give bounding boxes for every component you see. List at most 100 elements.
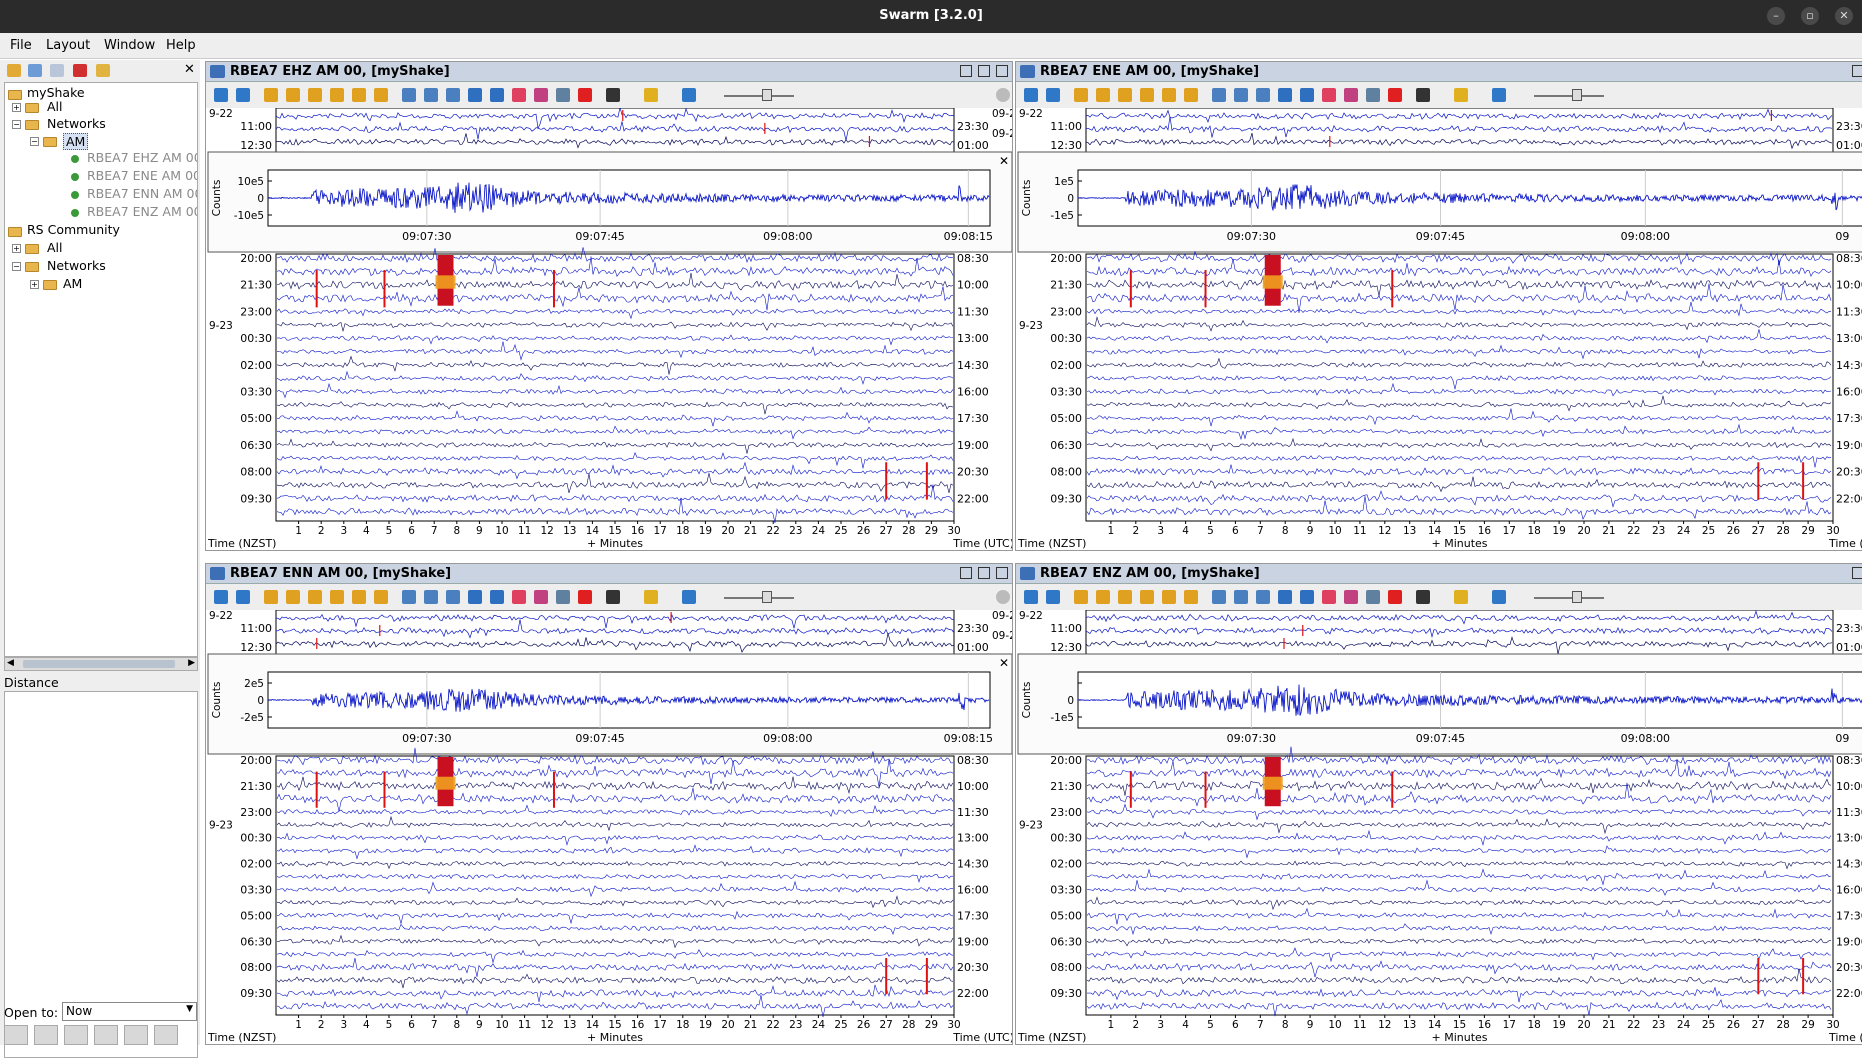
helicorder-icon[interactable]: [34, 1025, 58, 1045]
detach-icon[interactable]: [960, 567, 972, 579]
spectrogram-icon[interactable]: [512, 88, 526, 102]
expand-icon[interactable]: +: [30, 280, 39, 289]
expand-x-icon[interactable]: [330, 590, 344, 604]
panel-title-bar[interactable]: RBEA7 EHZ AM 00, [myShake]: [206, 62, 1012, 82]
maximize-panel-icon[interactable]: [978, 65, 990, 77]
expand-y-icon[interactable]: [374, 590, 388, 604]
clip-icon[interactable]: [446, 590, 460, 604]
copy-icon[interactable]: [236, 88, 250, 102]
expand-y-icon[interactable]: [1184, 590, 1198, 604]
tree-node-networks[interactable]: Networks: [47, 116, 106, 131]
panel-title-bar[interactable]: RBEA7 ENZ AM 00, [myShake]: [1016, 564, 1862, 584]
collapse-icon[interactable]: [50, 64, 64, 77]
zoom-in-icon[interactable]: [402, 88, 416, 102]
tree-node-all[interactable]: All: [47, 99, 63, 114]
gear-icon[interactable]: [996, 590, 1010, 604]
realtime-icon[interactable]: [1492, 590, 1506, 604]
spectra-icon[interactable]: [1300, 88, 1314, 102]
remove-icon[interactable]: [1388, 88, 1402, 102]
tag-icon[interactable]: [644, 88, 658, 102]
wave-icon[interactable]: [468, 88, 482, 102]
panel-title-bar[interactable]: RBEA7 ENE AM 00, [myShake]: [1016, 62, 1862, 82]
back-icon[interactable]: [1074, 590, 1088, 604]
copy-icon[interactable]: [1046, 590, 1060, 604]
collapse-node-icon[interactable]: −: [30, 137, 39, 146]
scroll-right-icon[interactable]: ▶: [188, 658, 195, 668]
expand-icon[interactable]: +: [12, 244, 21, 253]
panel-title-bar[interactable]: RBEA7 ENN AM 00, [myShake]: [206, 564, 1012, 584]
scroll-thumb[interactable]: [23, 660, 175, 668]
expand-y-icon[interactable]: [374, 88, 388, 102]
menu-window[interactable]: Window: [104, 38, 156, 53]
spectrogram-icon[interactable]: [512, 590, 526, 604]
spectra-icon[interactable]: [124, 1025, 148, 1045]
slider-thumb[interactable]: [1572, 89, 1582, 101]
close-panel-icon[interactable]: [996, 65, 1008, 77]
expand-y-icon[interactable]: [1184, 88, 1198, 102]
compress-y-icon[interactable]: [1162, 88, 1176, 102]
tree-node-rs-community[interactable]: RS Community: [27, 222, 120, 237]
clipboard-icon[interactable]: [1366, 88, 1380, 102]
back-icon[interactable]: [1074, 88, 1088, 102]
rsam-icon[interactable]: [1344, 88, 1358, 102]
open-folder-icon[interactable]: [7, 64, 21, 77]
clipboard-icon[interactable]: [556, 590, 570, 604]
copy-icon[interactable]: [1046, 88, 1060, 102]
realtime-icon[interactable]: [682, 590, 696, 604]
compress-x-icon[interactable]: [308, 88, 322, 102]
camera-icon[interactable]: [606, 590, 620, 604]
tree-node-all-2[interactable]: All: [47, 240, 63, 255]
monitor-icon[interactable]: [64, 1025, 88, 1045]
slider-thumb[interactable]: [1572, 591, 1582, 603]
compress-y-icon[interactable]: [1162, 590, 1176, 604]
slider-thumb[interactable]: [762, 591, 772, 603]
spectrogram-icon[interactable]: [1322, 590, 1336, 604]
tree-node-channel-ene[interactable]: RBEA7 ENE AM 00: [87, 168, 198, 183]
remove-icon[interactable]: [1388, 590, 1402, 604]
clip-icon[interactable]: [1256, 590, 1270, 604]
compress-y-icon[interactable]: [352, 590, 366, 604]
compress-x-icon[interactable]: [1118, 88, 1132, 102]
zoom-in-icon[interactable]: [402, 590, 416, 604]
forward-icon[interactable]: [1096, 88, 1110, 102]
collapse-node-icon[interactable]: −: [12, 262, 21, 271]
close-button[interactable]: ✕: [1835, 7, 1853, 25]
amplitude-slider[interactable]: [1534, 591, 1604, 603]
clip-icon[interactable]: [446, 88, 460, 102]
tree-node-channel-enn[interactable]: RBEA7 ENN AM 00: [87, 186, 198, 201]
menu-help[interactable]: Help: [166, 38, 196, 53]
refresh-icon[interactable]: [96, 64, 110, 77]
distance-list[interactable]: [4, 691, 198, 1058]
remove-source-icon[interactable]: [73, 64, 87, 77]
minimize-button[interactable]: –: [1767, 7, 1785, 25]
compress-x-icon[interactable]: [308, 590, 322, 604]
forward-icon[interactable]: [286, 590, 300, 604]
spectra-icon[interactable]: [490, 88, 504, 102]
wave-icon[interactable]: [1278, 590, 1292, 604]
wave-icon[interactable]: [468, 590, 482, 604]
expand-x-icon[interactable]: [1140, 590, 1154, 604]
tag-icon[interactable]: [644, 590, 658, 604]
amplitude-slider[interactable]: [724, 89, 794, 101]
realtime-icon[interactable]: [682, 88, 696, 102]
camera-icon[interactable]: [606, 88, 620, 102]
camera-icon[interactable]: [1416, 88, 1430, 102]
helicorder-plot[interactable]: 9-22 09-2 09-2 11:00 23:30 12:30 01:00 ✕ Counts 1…: [206, 108, 1013, 551]
spectrogram-icon[interactable]: [94, 1025, 118, 1045]
realtime-icon[interactable]: [1492, 88, 1506, 102]
menu-layout[interactable]: Layout: [46, 38, 91, 53]
close-chooser-icon[interactable]: ✕: [184, 62, 195, 77]
forward-icon[interactable]: [1096, 590, 1110, 604]
open-wave-icon[interactable]: [4, 1025, 28, 1045]
back-icon[interactable]: [264, 590, 278, 604]
settings-icon[interactable]: [214, 590, 228, 604]
map-icon[interactable]: [154, 1025, 178, 1045]
forward-icon[interactable]: [286, 88, 300, 102]
close-panel-icon[interactable]: [996, 567, 1008, 579]
scroll-left-icon[interactable]: ◀: [7, 658, 14, 668]
detach-icon[interactable]: [1852, 65, 1862, 77]
tag-icon[interactable]: [1454, 88, 1468, 102]
settings-icon[interactable]: [1024, 590, 1038, 604]
menu-file[interactable]: File: [10, 38, 32, 53]
collapse-node-icon[interactable]: −: [12, 120, 21, 129]
